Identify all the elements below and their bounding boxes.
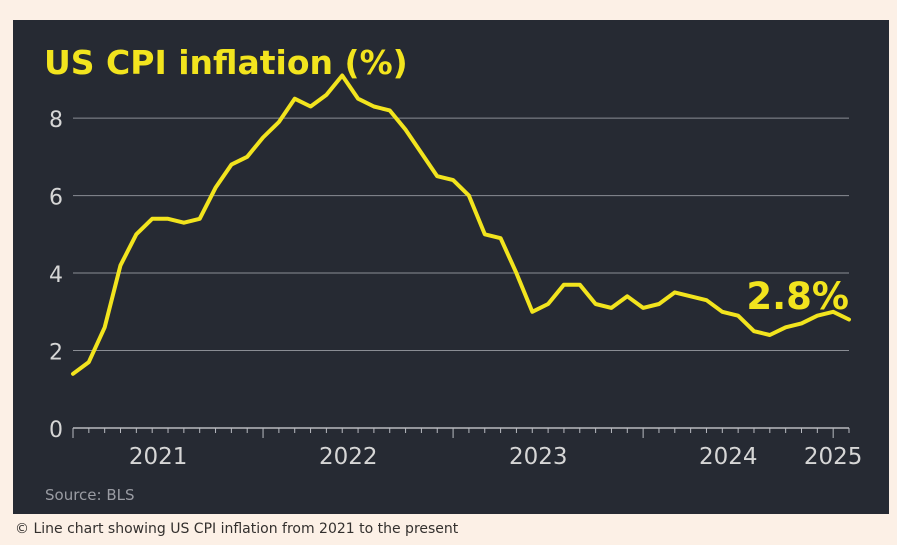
data-point: [720, 310, 724, 314]
image-caption: © Line chart showing US CPI inflation fr…: [15, 521, 459, 537]
data-point: [309, 105, 313, 109]
data-point: [245, 155, 249, 159]
line-chart: 0 2 4 6 8 2021 2022 2023 2024 2025 US CPI inflati…: [44, 43, 863, 504]
y-tick-label: 0: [49, 418, 63, 443]
data-point: [103, 325, 107, 329]
x-tick-label: 2022: [319, 444, 378, 470]
data-point: [324, 93, 328, 97]
data-point: [800, 321, 804, 325]
data-point: [673, 290, 677, 294]
y-tick-label: 6: [49, 186, 63, 211]
data-point: [214, 186, 218, 190]
data-point: [499, 236, 503, 240]
data-point: [388, 108, 392, 112]
data-point: [736, 314, 740, 318]
data-point: [594, 302, 598, 306]
chart-title: US CPI inflation (%): [44, 43, 408, 82]
data-point: [134, 232, 138, 236]
chart-panel: 0 2 4 6 8 2021 2022 2023 2024 2025 US CPI inflati…: [13, 20, 889, 514]
data-point: [451, 178, 455, 182]
data-point: [562, 283, 566, 287]
data-point: [150, 217, 154, 221]
data-point: [530, 310, 534, 314]
y-tick-label: 2: [49, 341, 63, 366]
data-point: [514, 271, 518, 275]
data-point: [705, 298, 709, 302]
data-point: [847, 318, 851, 322]
data-point: [689, 294, 693, 298]
y-tick-label: 8: [49, 108, 63, 133]
data-point: [404, 128, 408, 132]
data-point: [752, 329, 756, 333]
x-tick-label: 2021: [129, 444, 188, 470]
data-point: [372, 105, 376, 109]
data-point: [356, 97, 360, 101]
data-point: [546, 302, 550, 306]
data-point: [467, 194, 471, 198]
data-point: [261, 136, 265, 140]
data-point: [784, 325, 788, 329]
data-point: [641, 306, 645, 310]
y-tick-label: 4: [49, 263, 63, 288]
data-point: [229, 163, 233, 167]
cpi-series-line: [71, 73, 851, 376]
data-point: [119, 263, 123, 267]
data-point: [419, 151, 423, 155]
data-point: [71, 372, 75, 376]
data-point: [578, 283, 582, 287]
data-point: [277, 120, 281, 124]
data-point: [182, 221, 186, 225]
data-point: [609, 306, 613, 310]
latest-value-annotation: 2.8%: [746, 275, 849, 318]
data-point: [435, 174, 439, 178]
data-point: [166, 217, 170, 221]
data-point: [625, 294, 629, 298]
data-point: [293, 97, 297, 101]
source-note: Source: BLS: [45, 486, 135, 504]
data-point: [768, 333, 772, 337]
data-point: [657, 302, 661, 306]
x-tick-label: 2023: [509, 444, 568, 470]
data-point: [87, 360, 91, 364]
x-tick-label: 2025: [804, 444, 863, 470]
x-tick-label: 2024: [699, 444, 758, 470]
data-point: [483, 232, 487, 236]
data-point: [198, 217, 202, 221]
